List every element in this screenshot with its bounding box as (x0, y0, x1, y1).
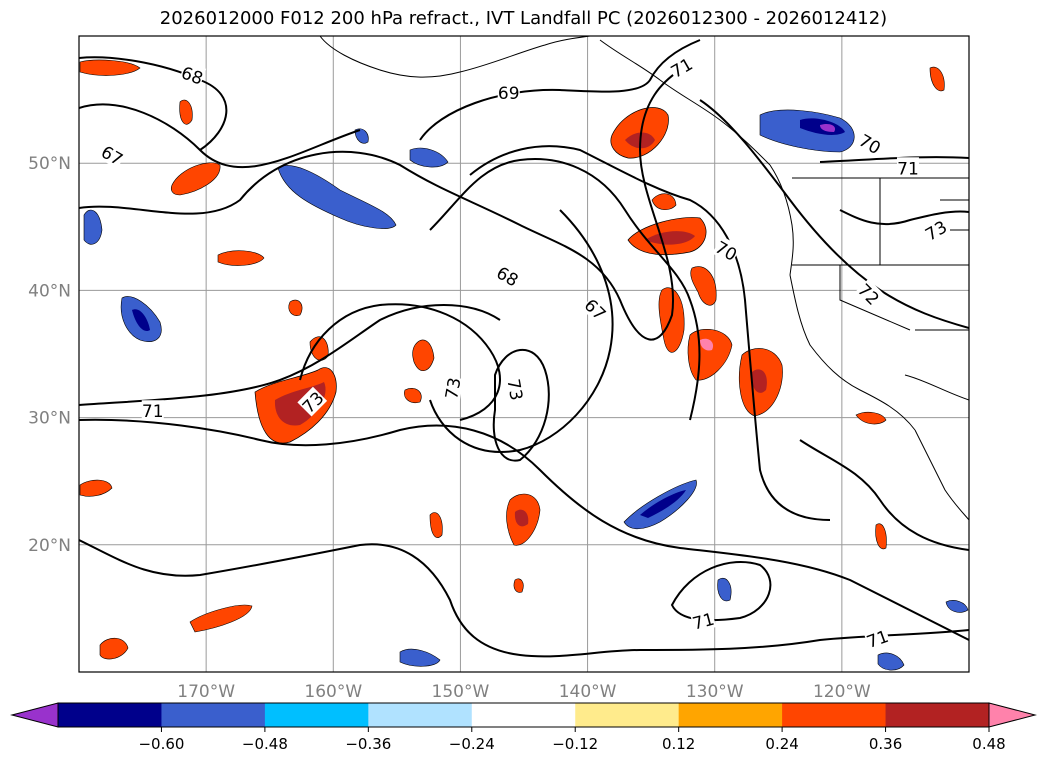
contour-73-low (299, 303, 501, 421)
lat-tick-label: 50°N (28, 154, 71, 174)
map-title: 2026012000 F012 200 hPa refract., IVT La… (159, 8, 888, 29)
contour-label-bg (855, 129, 885, 158)
lat-tick-label: 30°N (28, 409, 71, 429)
contour-label-bg (497, 82, 520, 103)
colorbar-tick-label: −0.48 (242, 735, 288, 753)
coastlines (319, 36, 969, 521)
contour-label: 73 (502, 377, 525, 402)
coastline-alaska-panhandle (599, 39, 771, 166)
coastline-mexico (904, 374, 969, 401)
contour-73-east (839, 209, 969, 226)
map-frame (78, 35, 970, 673)
contour-label: 73 (442, 376, 465, 401)
cold-patch-gulf-of-alaska (83, 128, 449, 245)
contour-label: 69 (498, 84, 520, 104)
lon-tick-label: 120°W (813, 682, 871, 702)
contour-label-bg (863, 624, 891, 652)
colorbar-segment (575, 703, 680, 727)
contour-label-bg (440, 375, 464, 401)
coastline-oregon-california (789, 274, 916, 431)
lat-tick-label: 20°N (28, 536, 71, 556)
lon-tick-label: 140°W (559, 682, 617, 702)
contour-label-bg (581, 293, 611, 324)
contour-label-bg (920, 215, 950, 244)
cold-patch-subtropics (399, 479, 969, 671)
contour-label-bg (141, 400, 164, 421)
contour-label-bg (297, 386, 328, 417)
contour-label-group: 73 (440, 375, 466, 401)
border-us-states (792, 178, 969, 331)
colorbar-segment (885, 703, 990, 727)
contour-71-south (79, 418, 969, 641)
warm-patch-west-pacific (79, 59, 435, 497)
lon-tick-label: 160°W (304, 682, 362, 702)
colorbar-segment (678, 703, 783, 727)
axis-tick-labels: 50°N 40°N 30°N 20°N 170°W 160°W 150°W 140°W 130°… (28, 154, 871, 702)
colorbar-tick-label: 0.12 (662, 735, 695, 753)
coastline-baja (914, 429, 969, 521)
coastline-bc-washington (769, 164, 794, 276)
lon-tick-label: 170°W (177, 682, 235, 702)
contour-69-north (419, 39, 701, 141)
cold-patch-central-pacific (120, 109, 855, 342)
contour-73-loop (492, 349, 550, 462)
colorbar-tick-label: −0.24 (449, 735, 495, 753)
colorbar-frame (57, 702, 990, 728)
contour-72-southeast (799, 439, 969, 551)
shaded-anomaly-patches (79, 59, 969, 671)
refractivity-contours (79, 39, 969, 658)
coastline-alaska (319, 36, 591, 78)
contour-72-east (699, 99, 969, 329)
colorbar-tick-label: 0.36 (869, 735, 902, 753)
contour-label: 71 (142, 402, 164, 422)
colorbar-segment (58, 703, 162, 727)
contour-label-group: 71 (896, 157, 919, 179)
contour-label-bg (504, 376, 528, 403)
colorbar-tick-label: 0.48 (972, 735, 1005, 753)
colorbar-tick-label: −0.12 (552, 735, 598, 753)
colorbar-extend-low (10, 702, 59, 728)
colorbar-segment (264, 703, 369, 727)
colorbar-tick-label: −0.36 (345, 735, 391, 753)
contour-70-south (79, 539, 969, 658)
contour-label-bg (712, 235, 742, 265)
warm-patch-west-coast-c (658, 266, 783, 417)
contour-label-group: 73 (502, 376, 528, 403)
colorbar-extend-high (988, 702, 1037, 728)
warm-patch-subtropics (99, 66, 945, 660)
colorbar: −0.60 −0.48 −0.36 −0.24 −0.12 0.12 0.24 0.36 0.4… (10, 702, 1037, 753)
lat-tick-label: 40°N (28, 281, 71, 301)
contour-label-bg (666, 52, 696, 82)
contour-label-group: 69 (497, 82, 520, 104)
contour-67-loop (429, 209, 614, 453)
lon-tick-label: 150°W (432, 682, 490, 702)
contour-label: 71 (897, 159, 919, 179)
contour-71-east (819, 156, 969, 163)
colorbar-segment (368, 703, 473, 727)
colorbar-tick-label: −0.60 (138, 735, 184, 753)
contour-label-group: 71 (141, 400, 164, 422)
contour-label-bg (896, 157, 919, 178)
colorbar-segment (471, 703, 576, 727)
contour-label-bg (98, 140, 128, 169)
contour-label-bg (493, 261, 523, 290)
colorbar-segment (161, 703, 266, 727)
colorbar-tick-label: 0.24 (765, 735, 798, 753)
contour-68-west-coast (429, 158, 701, 421)
contour-label-bg (178, 61, 207, 88)
contour-label-bg (689, 607, 717, 633)
lon-tick-label: 130°W (686, 682, 744, 702)
warm-patch-west-coast-b (627, 193, 707, 256)
colorbar-segment (782, 703, 887, 727)
contour-label-bg (854, 278, 885, 309)
contour-71-west-low (79, 304, 501, 406)
